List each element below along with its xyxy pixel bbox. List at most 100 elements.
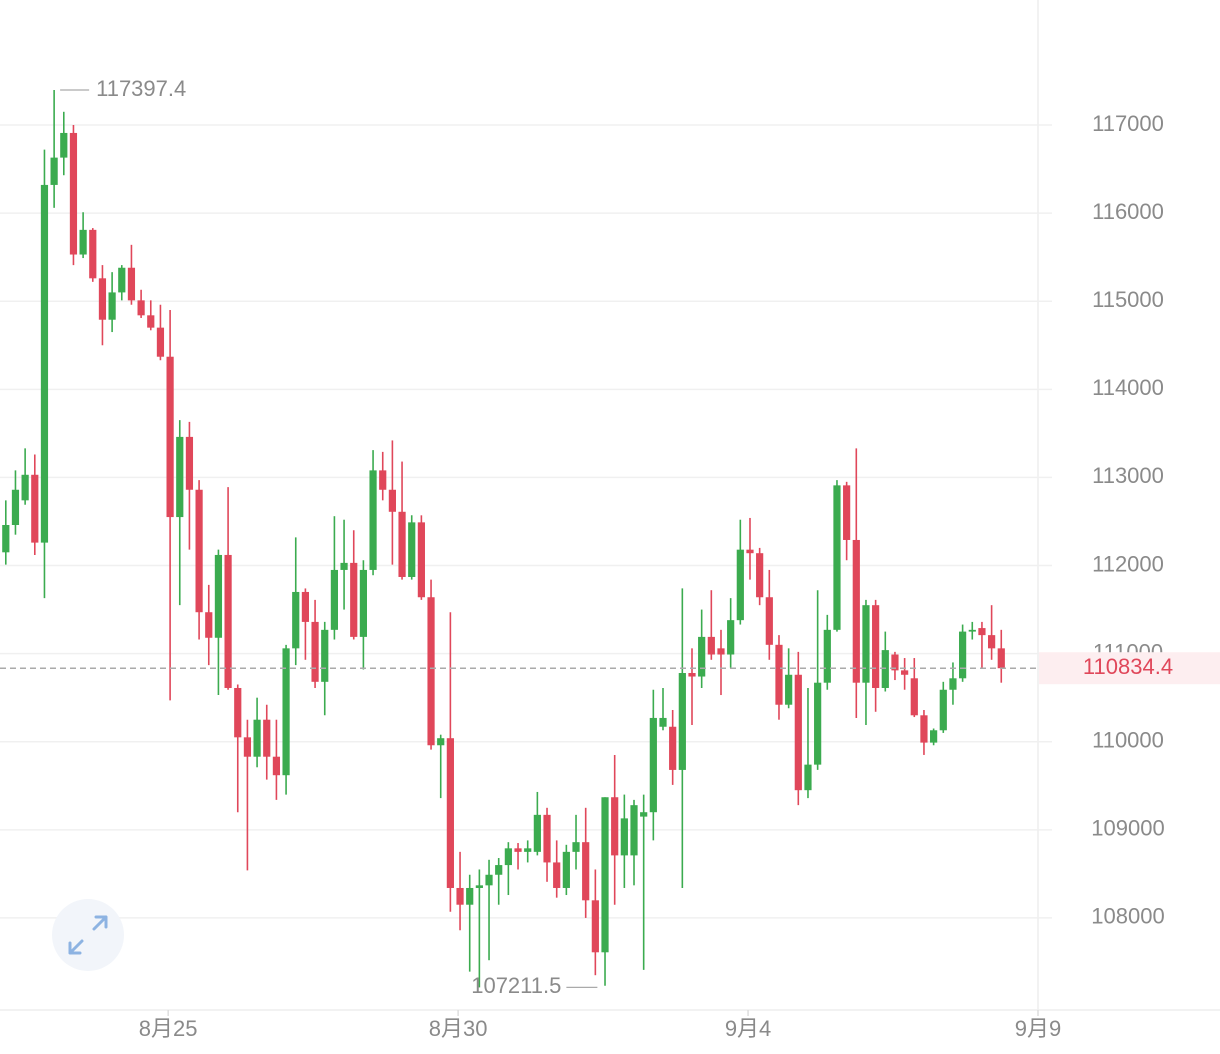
candle-body [872, 605, 880, 688]
candle-body [21, 474, 29, 501]
candle-body [640, 812, 648, 817]
candle-body [553, 862, 561, 888]
candle-body [446, 738, 454, 888]
candle-body [717, 648, 725, 655]
candle-body [147, 315, 155, 328]
candle-body [630, 805, 638, 856]
candle-body [166, 356, 174, 518]
candle-body [456, 887, 464, 905]
candle-body [69, 132, 78, 255]
expand-button[interactable] [52, 899, 124, 971]
candle-body [698, 636, 706, 677]
candle-body [775, 644, 783, 705]
candle-body [50, 157, 58, 185]
candle-body [330, 569, 339, 630]
candle-body [485, 874, 493, 886]
candle-body [89, 229, 97, 279]
candle-body [736, 549, 744, 621]
candle-body [746, 549, 754, 554]
candle-body [40, 184, 49, 543]
overlay: 117397.4 107211.5 110834.4 [0, 76, 1220, 998]
candle-body [224, 554, 232, 688]
candle-body [31, 474, 39, 543]
candle-body [427, 597, 435, 746]
x-tick-label: 9月9 [1015, 1016, 1061, 1041]
candle-body [968, 629, 976, 632]
candle-body [910, 678, 918, 716]
candles [2, 90, 1005, 988]
candle-body [350, 562, 358, 637]
candle-body [11, 489, 20, 525]
candle-body [843, 485, 851, 540]
y-tick-label: 114000 [1092, 375, 1164, 400]
y-tick-label: 109000 [1091, 816, 1164, 841]
candle-body [804, 764, 812, 791]
candle-body [118, 267, 126, 293]
candle-body [756, 553, 764, 598]
candle-body [920, 715, 928, 743]
candle-body [649, 717, 657, 813]
candle-body [997, 648, 1005, 669]
candle-body [195, 489, 203, 613]
last-price-box [1039, 652, 1220, 685]
candle-body [891, 654, 899, 671]
y-tick-label: 117000 [1092, 111, 1164, 136]
candle-body [601, 797, 609, 953]
candle-body [127, 267, 136, 301]
candle-body [321, 629, 329, 682]
candle-body [688, 673, 696, 677]
candle-body [978, 628, 986, 636]
x-tick-label: 8月30 [429, 1016, 488, 1041]
candle-body [417, 522, 425, 598]
candle-body [98, 278, 107, 320]
min-label: 107211.5 [471, 973, 561, 998]
y-tick-label: 112000 [1092, 551, 1164, 576]
candle-body [301, 591, 310, 622]
candle-body [504, 848, 512, 866]
candle-body [253, 719, 261, 757]
candle-body [659, 717, 667, 727]
candle-body [524, 848, 532, 852]
candle-body [582, 842, 590, 901]
expand-icon[interactable] [68, 915, 108, 955]
grid: 1080001090001100001110001120001130001140… [0, 111, 1165, 1041]
candle-body [234, 687, 242, 738]
candle-body [292, 591, 300, 649]
candle-body [823, 629, 831, 683]
candle-body [495, 865, 503, 875]
candle-body [814, 682, 822, 765]
candle-body [930, 730, 938, 743]
candle-body [514, 848, 522, 852]
candle-body [2, 524, 10, 553]
candle-body [79, 229, 87, 255]
candle-body [611, 797, 619, 856]
y-tick-label: 110000 [1092, 728, 1164, 753]
y-tick-label: 108000 [1091, 904, 1164, 929]
candle-body [388, 489, 396, 512]
candle-body [108, 292, 116, 320]
candle-body [543, 814, 551, 863]
candle-body [379, 470, 387, 490]
y-tick-label: 115000 [1092, 287, 1164, 312]
candle-body [176, 436, 184, 518]
candle-body [437, 738, 445, 746]
candle-body [833, 485, 841, 630]
candle-body [669, 726, 677, 770]
candle-body [901, 670, 909, 675]
candle-body [243, 737, 252, 757]
candle-body [533, 814, 541, 852]
expand-button-bg[interactable] [52, 899, 124, 971]
candle-body [988, 635, 996, 649]
candle-body [359, 569, 367, 637]
candle-body [137, 300, 145, 316]
candle-body [794, 674, 802, 791]
candle-body [282, 648, 290, 776]
candle-body [881, 650, 889, 688]
candle-body [205, 612, 213, 638]
candle-body [572, 842, 580, 852]
candle-body [466, 887, 474, 905]
candle-body [263, 719, 271, 757]
candle-body [156, 327, 165, 357]
